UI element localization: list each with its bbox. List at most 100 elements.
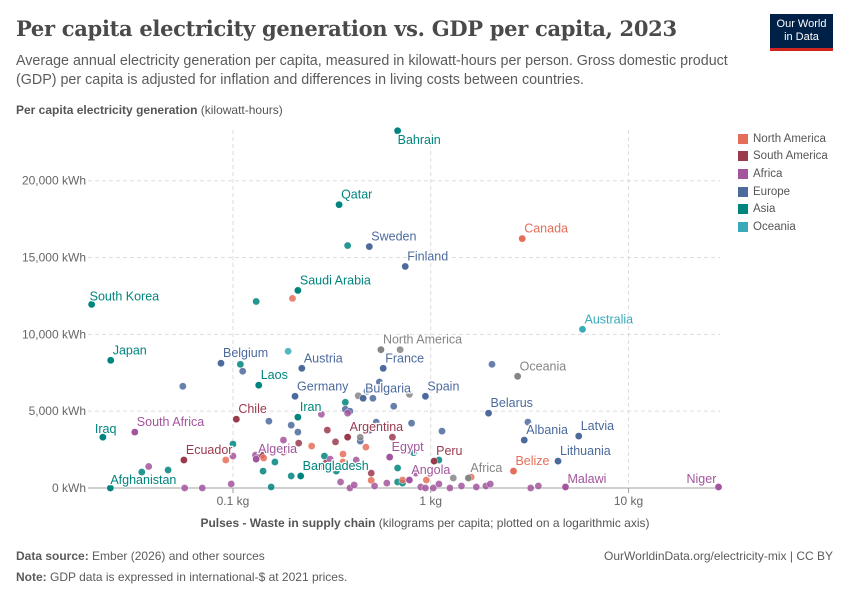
legend-label: Oceania: [753, 220, 796, 233]
data-point: [396, 345, 404, 354]
data-point-africa: [464, 474, 473, 482]
data-point: [279, 436, 288, 444]
data-label: Australia: [584, 312, 633, 326]
data-point: [438, 427, 446, 435]
data-point-ecuador: [180, 456, 188, 464]
data-label: Laos: [261, 368, 288, 382]
data-point: [409, 448, 418, 457]
data-label: Iran: [300, 400, 322, 414]
data-point: [339, 458, 347, 466]
legend-swatch: [738, 204, 748, 215]
data-point: [332, 467, 341, 475]
data-label: Peru: [436, 444, 462, 458]
data-point: [389, 402, 398, 411]
data-point: [271, 458, 279, 466]
data-point: [363, 387, 371, 396]
y-tick-label: 20,000 kWh: [22, 174, 86, 188]
source-url[interactable]: OurWorldinData.org/electricity-mix | CC …: [604, 549, 833, 563]
legend-item-south-america[interactable]: South America: [738, 148, 828, 166]
data-point: [144, 462, 153, 471]
data-point: [339, 450, 347, 458]
data-point-peru: [430, 457, 438, 465]
data-label: Bangladesh: [303, 459, 369, 473]
data-point: [383, 479, 391, 487]
data-point: [288, 294, 297, 303]
data-point: [252, 297, 260, 306]
data-point: [137, 468, 146, 476]
data-point: [265, 417, 273, 425]
data-point: [526, 484, 535, 492]
data-point-niger: [714, 483, 723, 491]
data-point: [221, 456, 230, 464]
data-point: [435, 480, 443, 488]
data-point: [180, 484, 189, 492]
y-tick-label: 0 kWh: [52, 481, 86, 495]
data-point-lithuania: [554, 457, 562, 465]
source-text[interactable]: Ember (2026) and other sources: [92, 549, 265, 563]
data-label: Belize: [515, 454, 549, 468]
data-label: Austria: [304, 351, 343, 365]
data-point: [372, 418, 381, 426]
data-point-australia: [578, 325, 587, 334]
data-point: [317, 410, 326, 419]
data-point: [341, 398, 350, 407]
data-point-france: [379, 364, 388, 373]
data-point: [446, 484, 454, 492]
data-point-canada: [518, 234, 527, 243]
x-axis-title-main: Pulses - Waste in supply chain: [200, 516, 376, 530]
legend-label: North America: [753, 132, 826, 145]
data-point: [236, 360, 245, 369]
data-point-algeria: [252, 455, 260, 463]
data-label: Chile: [238, 402, 267, 416]
legend-label: South America: [753, 150, 828, 163]
data-point-argentina: [343, 433, 352, 441]
y-tick-label: 5,000 kWh: [29, 404, 86, 418]
legend-item-oceania[interactable]: Oceania: [738, 218, 828, 236]
data-point-austria: [298, 364, 306, 373]
legend-item-asia[interactable]: Asia: [738, 200, 828, 218]
logo-line-1: Our World: [776, 18, 827, 30]
data-point-malawi: [561, 483, 570, 491]
data-point: [287, 472, 295, 480]
data-point-afghanistan: [106, 484, 115, 492]
data-point: [411, 469, 420, 477]
data-label: Egypt: [392, 440, 424, 454]
data-point: [405, 390, 414, 399]
data-point: [287, 421, 295, 429]
data-label: France: [385, 351, 424, 365]
data-point: [259, 467, 267, 475]
data-point-belize: [509, 467, 518, 475]
data-label: Angola: [411, 463, 450, 477]
note-text: GDP data is expressed in international-$…: [50, 570, 348, 584]
x-axis-title-unit: (kilograms per capita; plotted on a loga…: [378, 516, 650, 530]
note: Note: GDP data is expressed in internati…: [16, 570, 347, 584]
chart-title: Per capita electricity generation vs. GD…: [16, 16, 677, 41]
legend-item-north-america[interactable]: North America: [738, 130, 828, 148]
legend-label: Asia: [753, 203, 776, 216]
legend-label: Africa: [753, 167, 783, 180]
data-label: Germany: [297, 379, 349, 393]
data-point: [422, 476, 431, 484]
data-point-chile: [232, 415, 241, 423]
x-tick-label: 1 kg: [419, 494, 442, 508]
data-point: [356, 433, 365, 442]
data-point-bahrain: [393, 126, 402, 135]
data-point-saudi-arabia: [294, 286, 302, 295]
y-tick-label: 15,000 kWh: [22, 251, 86, 265]
x-axis-title: Pulses - Waste in supply chain (kilogram…: [0, 516, 850, 530]
y-axis-title-unit: (kilowatt-hours): [200, 103, 283, 117]
legend-item-europe[interactable]: Europe: [738, 183, 828, 201]
data-point: [457, 482, 466, 490]
data-label: South Africa: [137, 415, 204, 429]
data-point: [393, 464, 402, 472]
owid-logo[interactable]: Our World in Data: [770, 14, 833, 51]
data-label: Oceania: [520, 359, 567, 373]
data-label: Japan: [113, 343, 147, 357]
data-point: [343, 241, 352, 250]
data-label: North America: [383, 333, 462, 347]
legend-swatch: [738, 221, 748, 232]
data-point: [524, 418, 532, 426]
legend-item-africa[interactable]: Africa: [738, 165, 828, 183]
data-point: [238, 367, 247, 376]
data-point: [370, 482, 379, 490]
